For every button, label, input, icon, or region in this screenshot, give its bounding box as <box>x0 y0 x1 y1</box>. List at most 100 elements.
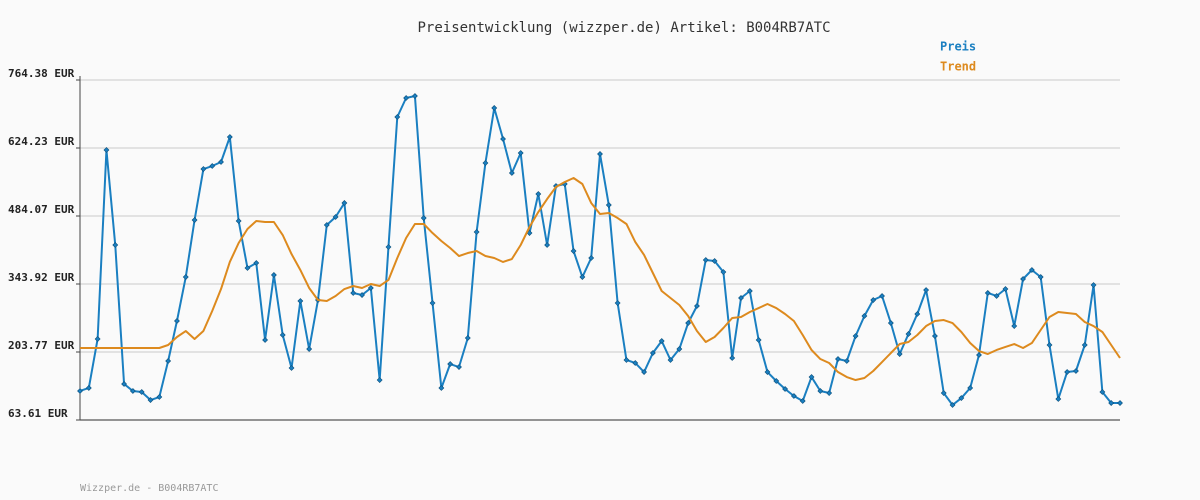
point-marker <box>1073 368 1079 374</box>
y-tick-label: 484.07 EUR <box>8 203 75 216</box>
point-marker <box>359 292 365 298</box>
point-marker <box>632 360 639 366</box>
point-marker <box>984 290 991 296</box>
point-marker <box>931 333 938 339</box>
point-marker <box>843 358 850 364</box>
point-marker <box>270 272 277 278</box>
point-marker <box>262 337 269 343</box>
point-marker <box>905 331 912 337</box>
point-marker <box>764 369 771 375</box>
point-marker <box>817 388 824 394</box>
point-marker <box>500 136 506 142</box>
point-marker <box>914 311 921 317</box>
point-marker <box>332 214 339 220</box>
point-marker <box>517 150 524 156</box>
point-marker <box>1064 369 1071 375</box>
point-marker <box>1099 389 1106 395</box>
point-marker <box>429 300 436 306</box>
point-marker <box>394 114 401 120</box>
point-marker <box>165 358 172 364</box>
point-marker <box>156 394 163 400</box>
point-marker <box>967 385 974 391</box>
point-marker <box>773 378 780 384</box>
point-marker <box>738 295 744 301</box>
y-tick-label: 624.23 EUR <box>8 135 75 148</box>
point-marker <box>535 191 542 197</box>
point-marker <box>253 260 260 266</box>
point-marker <box>306 346 313 352</box>
point-marker <box>588 255 595 261</box>
point-marker <box>685 320 692 326</box>
point-marker <box>940 390 947 396</box>
point-marker <box>923 287 930 293</box>
point-marker <box>861 313 868 319</box>
point-marker <box>235 218 242 224</box>
point-marker <box>1020 276 1026 282</box>
point-marker <box>200 166 207 172</box>
point-marker <box>367 285 374 291</box>
point-marker <box>129 388 136 394</box>
point-marker <box>835 356 841 362</box>
point-marker <box>323 222 330 228</box>
point-marker <box>182 274 189 280</box>
point-marker <box>667 357 674 363</box>
point-marker <box>711 258 718 264</box>
point-marker <box>729 355 736 361</box>
point-marker <box>852 333 859 339</box>
point-marker <box>1028 267 1035 273</box>
point-marker <box>385 244 392 250</box>
point-marker <box>949 402 956 408</box>
point-marker <box>341 200 348 206</box>
point-marker <box>244 265 251 271</box>
point-marker <box>641 369 647 375</box>
point-marker <box>438 385 445 391</box>
point-marker <box>649 350 656 356</box>
y-tick-label: 203.77 EUR <box>8 339 75 352</box>
point-marker <box>191 217 198 223</box>
point-marker <box>1081 342 1088 348</box>
point-marker <box>976 352 982 358</box>
y-tick-label: 764.38 EUR <box>8 67 75 80</box>
point-marker <box>623 357 630 363</box>
point-marker <box>702 257 709 263</box>
footer: Wizzper.de - B004RB7ATC <box>80 483 218 494</box>
point-marker <box>790 393 797 399</box>
point-marker <box>1011 323 1018 329</box>
point-marker <box>77 388 83 394</box>
point-marker <box>376 377 383 383</box>
legend-label: Trend <box>940 60 976 74</box>
series-line <box>80 177 1121 382</box>
point-marker <box>887 320 894 326</box>
point-marker <box>1002 286 1009 292</box>
y-tick-label: 63.61 EUR <box>8 407 68 420</box>
point-marker <box>288 365 295 371</box>
point-marker <box>720 269 727 275</box>
point-marker <box>508 170 515 176</box>
point-marker <box>870 297 877 303</box>
point-marker <box>491 105 498 111</box>
point-marker <box>350 290 357 296</box>
point-marker <box>799 398 806 404</box>
point-marker <box>1055 396 1062 402</box>
point-marker <box>121 381 127 387</box>
point-marker <box>456 364 462 370</box>
point-marker <box>226 134 233 140</box>
point-marker <box>209 163 216 169</box>
point-marker <box>464 335 471 341</box>
point-marker <box>403 95 410 101</box>
point-marker <box>658 338 665 344</box>
point-marker <box>570 248 577 254</box>
point-marker <box>782 386 789 392</box>
point-marker <box>174 318 180 324</box>
chart-title: Preisentwicklung (wizzper.de) Artikel: B… <box>417 20 830 36</box>
legend-label: Preis <box>940 40 976 54</box>
point-marker <box>411 93 418 99</box>
point-marker <box>1046 342 1053 348</box>
point-marker <box>808 374 815 380</box>
point-marker <box>1117 400 1123 406</box>
point-marker <box>1037 274 1044 280</box>
point-marker <box>958 395 965 401</box>
y-tick-label: 343.92 EUR <box>8 271 75 284</box>
